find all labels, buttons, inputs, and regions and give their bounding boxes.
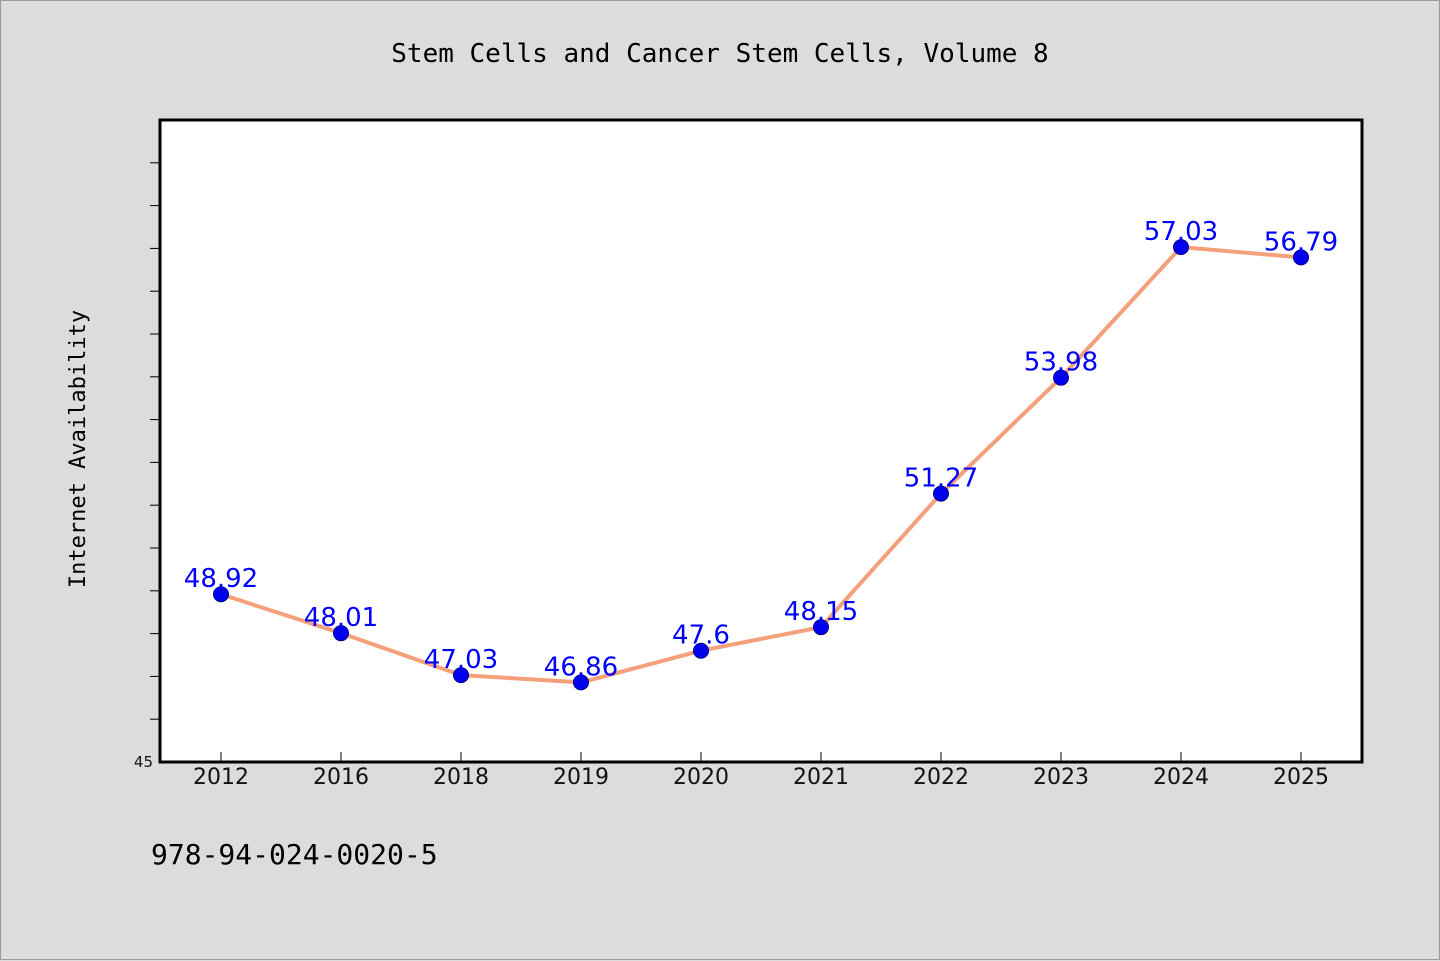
x-tick-label: 2019 bbox=[553, 765, 609, 790]
footer-isbn: 978-94-024-0020-5 bbox=[151, 838, 438, 871]
data-label: 46.86 bbox=[544, 652, 618, 682]
chart-title: Stem Cells and Cancer Stem Cells, Volume… bbox=[391, 39, 1048, 69]
y-axis-ticks bbox=[150, 162, 160, 720]
x-tick-label: 2020 bbox=[673, 765, 729, 790]
y-axis-min-label: 45 bbox=[134, 753, 153, 771]
data-point bbox=[933, 485, 949, 502]
x-tick-label: 2025 bbox=[1273, 765, 1329, 790]
data-label: 53.98 bbox=[1024, 348, 1098, 378]
data-point bbox=[1053, 369, 1069, 386]
y-axis-label: Internet Availability bbox=[66, 310, 91, 588]
data-point bbox=[693, 642, 709, 659]
x-tick-label: 2018 bbox=[433, 765, 489, 790]
data-point bbox=[1293, 249, 1309, 266]
data-label: 51.27 bbox=[904, 464, 978, 494]
data-label: 48.92 bbox=[184, 564, 258, 594]
data-labels: 48.92 48.01 47.03 46.86 47.6 48.15 51.27 53.98 5… bbox=[184, 217, 1338, 682]
x-axis-ticks bbox=[220, 752, 1302, 762]
x-tick-label: 2024 bbox=[1153, 765, 1209, 790]
data-point bbox=[1173, 239, 1189, 256]
data-label: 57.03 bbox=[1144, 217, 1218, 247]
x-tick-label: 2021 bbox=[793, 765, 849, 790]
data-label: 56.79 bbox=[1264, 227, 1338, 257]
data-point bbox=[453, 667, 469, 684]
x-axis-tick-labels: 2012 2016 2018 2019 2020 2021 2022 2023 2024 2025 bbox=[193, 765, 1329, 790]
data-point bbox=[813, 619, 829, 636]
data-label: 48.15 bbox=[784, 597, 858, 627]
data-point bbox=[333, 625, 349, 642]
x-tick-label: 2023 bbox=[1033, 765, 1089, 790]
series-markers bbox=[213, 239, 1309, 691]
x-tick-label: 2022 bbox=[913, 765, 969, 790]
data-label: 47.03 bbox=[424, 645, 498, 675]
x-tick-label: 2016 bbox=[313, 765, 369, 790]
data-point bbox=[573, 674, 589, 691]
plot-area bbox=[158, 118, 1364, 764]
data-label: 48.01 bbox=[304, 603, 378, 633]
data-label: 47.6 bbox=[672, 621, 730, 651]
x-tick-label: 2012 bbox=[193, 765, 249, 790]
data-point bbox=[213, 586, 229, 603]
series-line bbox=[220, 245, 1302, 685]
